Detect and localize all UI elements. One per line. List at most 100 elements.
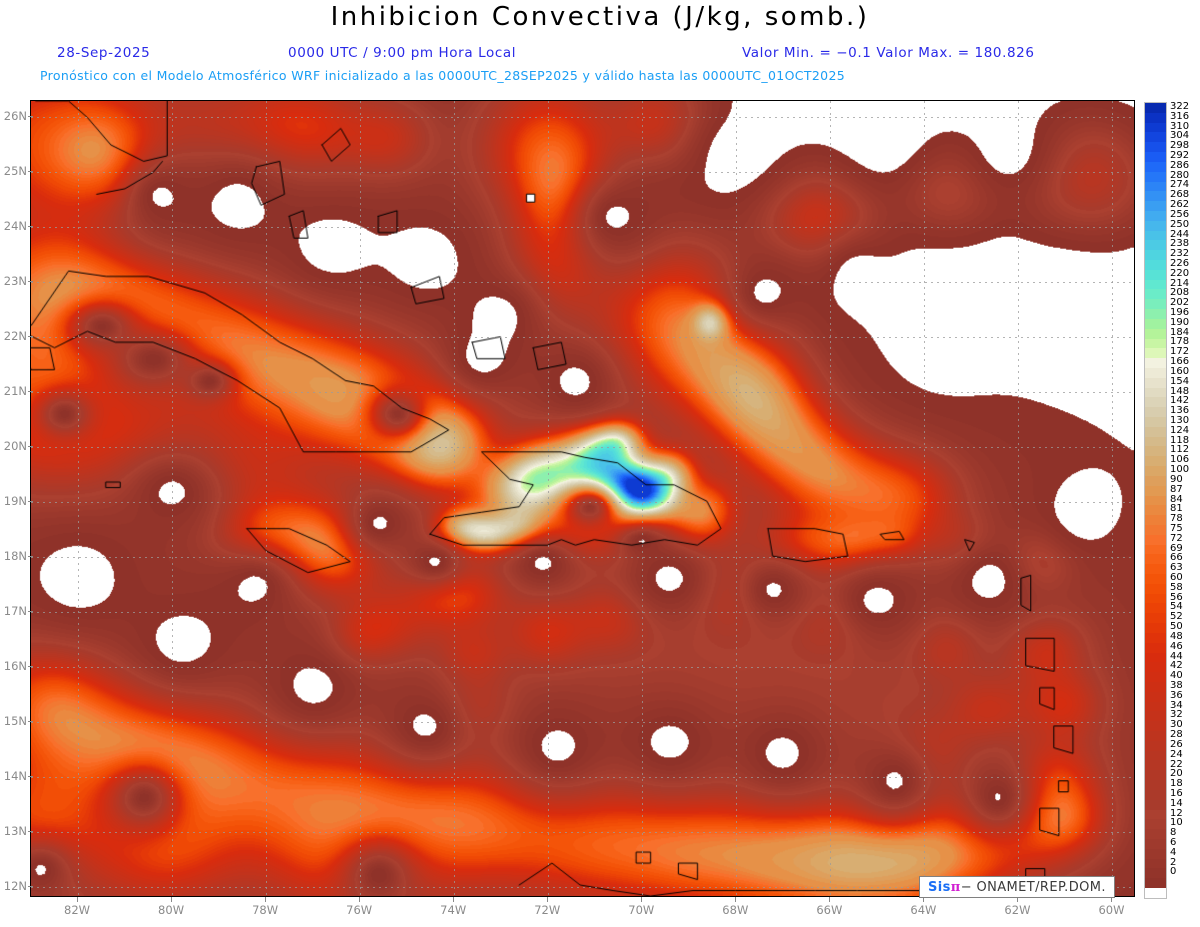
- attribution-box: Sis π − ONAMET/REP.DOM.: [919, 876, 1115, 898]
- colorbar-cell: [1145, 161, 1166, 172]
- colorbar-tick-label: 58: [1170, 581, 1183, 593]
- lat-tick-label: 26N: [3, 109, 27, 124]
- sistt-logo-sis: Sis: [928, 879, 951, 895]
- lat-tick-mark: [28, 171, 33, 173]
- cin-shaded-field: [31, 101, 1134, 896]
- colorbar-cell: [1145, 711, 1166, 722]
- page-title: Inhibicion Convectiva (J/kg, somb.): [330, 2, 870, 32]
- lon-tick-mark: [829, 897, 831, 902]
- lon-tick-mark: [1017, 897, 1019, 902]
- colorbar-tick-label: 286: [1170, 159, 1190, 171]
- colorbar-tick-label: 84: [1170, 493, 1183, 505]
- colorbar-cell: [1145, 740, 1166, 751]
- colorbar-tick-label: 184: [1170, 326, 1190, 338]
- colorbar-tick-label: 106: [1170, 454, 1190, 466]
- colorbar-tick-label: 8: [1170, 827, 1177, 839]
- colorbar-tick-label: 196: [1170, 307, 1190, 319]
- colorbar-tick-label: 4: [1170, 846, 1177, 858]
- colorbar-cell: [1145, 426, 1166, 437]
- colorbar-tick-label: 40: [1170, 670, 1183, 682]
- lon-tick-mark: [641, 897, 643, 902]
- lat-tick-mark: [28, 611, 33, 613]
- colorbar-tick-label: 24: [1170, 748, 1183, 760]
- colorbar-tick-label: 304: [1170, 130, 1190, 142]
- colorbar-cell: [1145, 103, 1166, 113]
- colorbar-cell: [1145, 731, 1166, 741]
- colorbar-tick-label: 214: [1170, 277, 1190, 289]
- lat-tick-label: 15N: [3, 714, 27, 729]
- colorbar-tick-label: 118: [1170, 434, 1190, 446]
- colorbar-cell: [1145, 750, 1166, 761]
- colorbar-cell: [1145, 279, 1166, 290]
- colorbar-tick-label: 44: [1170, 650, 1183, 662]
- colorbar-cell: [1145, 789, 1166, 800]
- colorbar-tick-label: 72: [1170, 532, 1183, 544]
- colorbar-tick-label: 56: [1170, 591, 1183, 603]
- lon-tick-label: 80W: [158, 903, 185, 917]
- colorbar-cell: [1145, 387, 1166, 398]
- colorbar-cell: [1145, 142, 1166, 153]
- lat-tick-mark: [28, 776, 33, 778]
- colorbar-tick-label: 154: [1170, 375, 1190, 387]
- colorbar-cell: [1145, 505, 1166, 516]
- lon-tick-label: 62W: [1004, 903, 1031, 917]
- colorbar-tick-label: 226: [1170, 257, 1190, 269]
- lon-tick-label: 78W: [252, 903, 279, 917]
- lon-tick-label: 66W: [816, 903, 843, 917]
- colorbar-cell: [1145, 338, 1166, 349]
- colorbar-tick-label: 280: [1170, 169, 1190, 181]
- colorbar-tick-label: 18: [1170, 778, 1183, 790]
- colorbar-cell: [1145, 662, 1166, 673]
- colorbar-tick-label: 172: [1170, 346, 1190, 358]
- colorbar-cell: [1145, 112, 1166, 123]
- colorbar-cell: [1145, 623, 1166, 633]
- lon-tick-mark: [171, 897, 173, 902]
- colorbar-tick-label: 130: [1170, 414, 1190, 426]
- colorbar-tick-label: 32: [1170, 709, 1183, 721]
- colorbar-tick-label: 36: [1170, 689, 1183, 701]
- lat-tick-mark: [28, 226, 33, 228]
- colorbar-cell: [1145, 534, 1166, 545]
- colorbar-tick-label: 48: [1170, 630, 1183, 642]
- colorbar-tick-label: 26: [1170, 738, 1183, 750]
- lon-tick-label: 82W: [64, 903, 91, 917]
- lon-tick-mark: [547, 897, 549, 902]
- colorbar-tick-label: 52: [1170, 611, 1183, 623]
- lat-tick-mark: [28, 886, 33, 887]
- lon-tick-label: 74W: [440, 903, 467, 917]
- colorbar-cell: [1145, 691, 1166, 702]
- colorbar-cell: [1145, 819, 1166, 830]
- colorbar-tick-label: 46: [1170, 640, 1183, 652]
- lon-tick-label: 72W: [534, 903, 561, 917]
- colorbar-cell: [1145, 858, 1166, 869]
- lon-tick-label: 76W: [346, 903, 373, 917]
- colorbar-cell: [1145, 328, 1166, 339]
- colorbar-tick-label: 124: [1170, 424, 1190, 436]
- colorbar-tick-label: 22: [1170, 758, 1183, 770]
- colorbar-tick-label: 250: [1170, 218, 1190, 230]
- lon-tick-mark: [77, 897, 79, 902]
- lat-tick-label: 24N: [3, 219, 27, 234]
- colorbar-cell: [1145, 603, 1166, 614]
- lat-tick-label: 20N: [3, 439, 27, 454]
- colorbar-cell: [1145, 642, 1166, 653]
- colorbar-tick-label: 202: [1170, 297, 1190, 309]
- colorbar-tick-label: 256: [1170, 208, 1190, 220]
- colorbar-tick-label: 268: [1170, 189, 1190, 201]
- colorbar-cell: [1145, 721, 1166, 731]
- colorbar-cell: [1145, 191, 1166, 202]
- colorbar-tick-label: 34: [1170, 699, 1183, 711]
- colorbar-tick-label: 20: [1170, 768, 1183, 780]
- colorbar-cell: [1145, 760, 1166, 771]
- lon-tick-label: 60W: [1098, 903, 1125, 917]
- colorbar-cell: [1145, 289, 1166, 300]
- lat-tick-mark: [28, 831, 33, 833]
- lon-tick-label: 68W: [722, 903, 749, 917]
- lat-tick-mark: [28, 281, 33, 283]
- lat-tick-mark: [28, 391, 33, 393]
- colorbar-tick-label: 50: [1170, 621, 1183, 633]
- colorbar-cell: [1145, 260, 1166, 270]
- colorbar-cell: [1145, 495, 1166, 506]
- colorbar-tick-label: 54: [1170, 601, 1183, 613]
- colorbar-cell: [1145, 475, 1166, 486]
